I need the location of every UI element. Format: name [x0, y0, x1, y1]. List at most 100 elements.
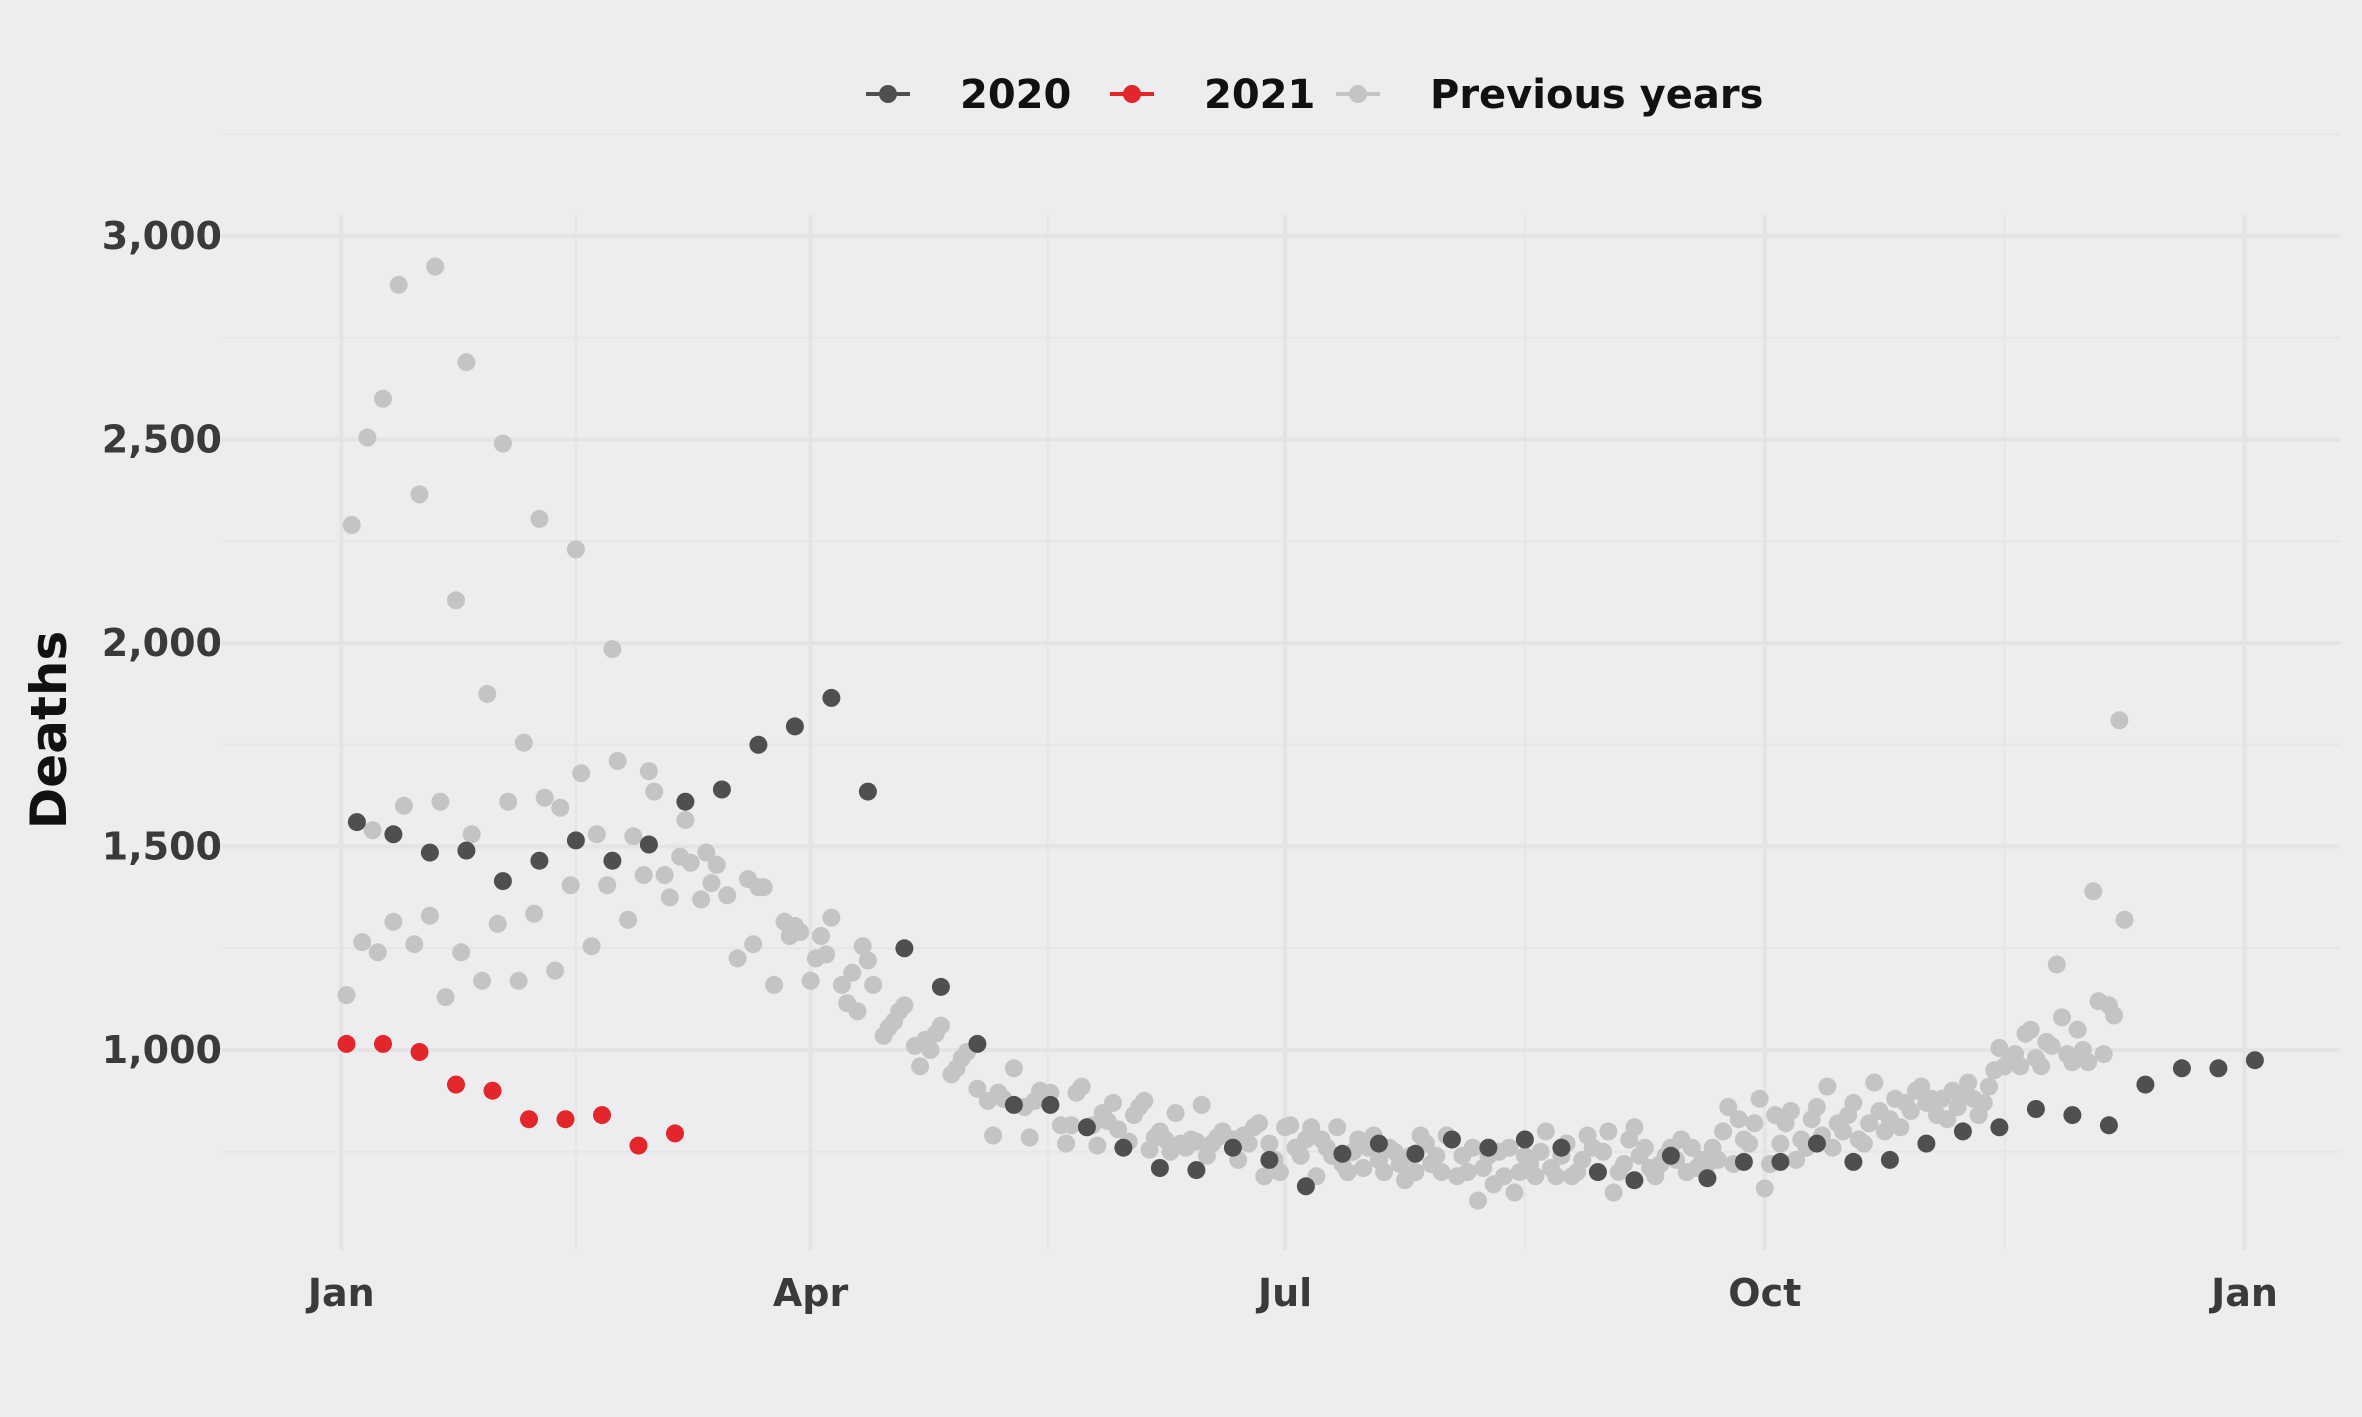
- point-previous-years: [1745, 1114, 1764, 1133]
- point-previous-years: [2110, 711, 2129, 730]
- point-2020: [1844, 1152, 1863, 1171]
- point-previous-years: [1458, 1163, 1477, 1182]
- point-previous-years: [426, 257, 445, 276]
- point-previous-years: [473, 971, 492, 990]
- x-axis-tick-labels: Jan Apr Jul Oct Jan: [305, 1271, 2278, 1315]
- point-2020: [2209, 1059, 2228, 1078]
- point-previous-years: [530, 509, 549, 528]
- point-2020: [639, 835, 658, 854]
- point-previous-years: [1020, 1128, 1039, 1147]
- point-previous-years: [619, 910, 638, 929]
- point-2020: [1588, 1163, 1607, 1182]
- point-previous-years: [1938, 1110, 1957, 1129]
- point-previous-years: [447, 591, 465, 610]
- point-previous-years: [603, 640, 622, 659]
- point-2020: [2172, 1059, 2191, 1078]
- y-tick-label: 2,000: [102, 621, 222, 665]
- y-axis-title: Deaths: [20, 631, 78, 829]
- point-previous-years: [1062, 1116, 1081, 1135]
- point-previous-years: [707, 855, 726, 874]
- point-previous-years: [1505, 1183, 1524, 1202]
- point-previous-years: [848, 1002, 867, 1021]
- point-previous-years: [1302, 1118, 1321, 1137]
- point-previous-years: [2079, 1053, 2098, 1072]
- point-previous-years: [754, 878, 773, 897]
- point-previous-years: [1854, 1134, 1873, 1153]
- y-tick-label: 2,500: [102, 418, 222, 462]
- point-previous-years: [384, 912, 403, 931]
- x-tick-label: Jul: [1255, 1271, 1312, 1315]
- point-2020: [822, 688, 841, 707]
- point-previous-years: [587, 825, 606, 844]
- point-2020: [1260, 1150, 1279, 1169]
- point-previous-years: [728, 949, 747, 968]
- point-previous-years: [1270, 1163, 1289, 1182]
- point-previous-years: [342, 516, 361, 534]
- point-previous-years: [1844, 1093, 1863, 1112]
- point-previous-years: [1088, 1136, 1107, 1155]
- point-previous-years: [1980, 1077, 1998, 1096]
- point-previous-years: [488, 914, 507, 933]
- point-2020: [2026, 1100, 2045, 1118]
- point-previous-years: [921, 1041, 940, 1059]
- point-previous-years: [744, 935, 763, 954]
- point-2020: [1953, 1122, 1972, 1141]
- point-previous-years: [566, 540, 585, 559]
- point-2020: [931, 977, 950, 996]
- point-previous-years: [676, 811, 695, 829]
- point-previous-years: [2105, 1006, 2124, 1025]
- point-2021: [556, 1110, 575, 1129]
- point-previous-years: [608, 752, 627, 770]
- point-previous-years: [1109, 1120, 1128, 1139]
- point-previous-years: [858, 951, 877, 970]
- point-2020: [1296, 1177, 1315, 1196]
- point-2020: [2099, 1116, 2118, 1135]
- point-2021: [629, 1136, 648, 1155]
- point-2020: [420, 843, 439, 862]
- point-2020: [1114, 1138, 1133, 1157]
- point-2020: [603, 851, 622, 870]
- point-previous-years: [1974, 1093, 1993, 1112]
- point-previous-years: [431, 792, 450, 811]
- point-previous-years: [1625, 1118, 1644, 1137]
- point-2020: [1077, 1118, 1096, 1137]
- point-2021: [483, 1081, 502, 1100]
- point-previous-years: [911, 1057, 930, 1076]
- point-previous-years: [420, 906, 439, 925]
- point-previous-years: [1823, 1138, 1842, 1157]
- point-previous-years: [2063, 1053, 2082, 1072]
- point-previous-years: [843, 963, 862, 982]
- point-2020: [1990, 1118, 2009, 1137]
- point-previous-years: [551, 798, 570, 817]
- point-2020: [1041, 1095, 1060, 1114]
- point-previous-years: [389, 275, 408, 294]
- point-2020: [1734, 1152, 1753, 1171]
- point-previous-years: [1354, 1159, 1373, 1177]
- point-previous-years: [1432, 1163, 1451, 1182]
- x-tick-label: Oct: [1728, 1271, 1801, 1315]
- point-previous-years: [1004, 1059, 1023, 1078]
- point-previous-years: [2042, 1036, 2061, 1055]
- point-previous-years: [358, 428, 377, 447]
- point-previous-years: [1291, 1146, 1310, 1165]
- point-previous-years: [791, 923, 810, 941]
- y-tick-label: 1,000: [102, 1028, 222, 1072]
- point-previous-years: [718, 886, 737, 905]
- point-2020: [1771, 1152, 1790, 1171]
- point-previous-years: [1714, 1122, 1733, 1141]
- point-2020: [1515, 1130, 1534, 1149]
- point-previous-years: [1901, 1102, 1920, 1120]
- point-previous-years: [2053, 1008, 2071, 1027]
- point-previous-years: [1072, 1077, 1091, 1096]
- point-previous-years: [968, 1079, 987, 1098]
- point-2020: [493, 872, 512, 891]
- point-2020: [1625, 1171, 1644, 1190]
- point-previous-years: [765, 975, 784, 994]
- point-previous-years: [984, 1126, 1003, 1145]
- point-2020: [1917, 1134, 1936, 1153]
- point-previous-years: [1463, 1138, 1482, 1157]
- point-previous-years: [436, 988, 455, 1007]
- point-2020: [676, 792, 695, 811]
